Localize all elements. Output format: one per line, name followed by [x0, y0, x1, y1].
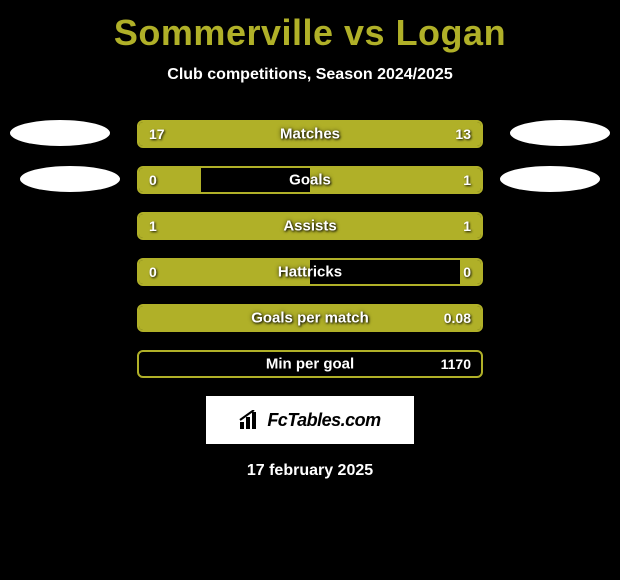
stat-row: 0Goals1 [137, 166, 483, 194]
snapshot-date: 17 february 2025 [0, 462, 620, 480]
stat-value-right: 1 [463, 172, 471, 188]
stat-value-right: 0 [463, 264, 471, 280]
stat-row: Goals per match0.08 [137, 304, 483, 332]
brand-badge: FcTables.com [206, 396, 414, 444]
stat-row: Min per goal1170 [137, 350, 483, 378]
stat-label: Goals per match [139, 310, 481, 327]
stat-label: Assists [139, 218, 481, 235]
bar-chart-icon [239, 410, 261, 430]
stat-label: Matches [139, 126, 481, 143]
stat-row: 1Assists1 [137, 212, 483, 240]
player-silhouette-right [510, 120, 610, 146]
chart-area: 17Matches130Goals11Assists10Hattricks0Go… [0, 120, 620, 378]
comparison-title: Sommerville vs Logan [0, 0, 620, 54]
stat-value-right: 13 [455, 126, 471, 142]
player-silhouette-left [20, 166, 120, 192]
stat-value-right: 1 [463, 218, 471, 234]
stat-value-right: 1170 [441, 356, 471, 372]
brand-text: FcTables.com [267, 410, 380, 431]
stat-label: Hattricks [139, 264, 481, 281]
player-silhouette-right [500, 166, 600, 192]
stat-row: 17Matches13 [137, 120, 483, 148]
player-silhouette-left [10, 120, 110, 146]
stat-label: Goals [139, 172, 481, 189]
stat-value-right: 0.08 [444, 310, 471, 326]
stat-label: Min per goal [139, 356, 481, 373]
stat-row: 0Hattricks0 [137, 258, 483, 286]
comparison-subtitle: Club competitions, Season 2024/2025 [0, 66, 620, 84]
stat-bars: 17Matches130Goals11Assists10Hattricks0Go… [137, 120, 483, 378]
